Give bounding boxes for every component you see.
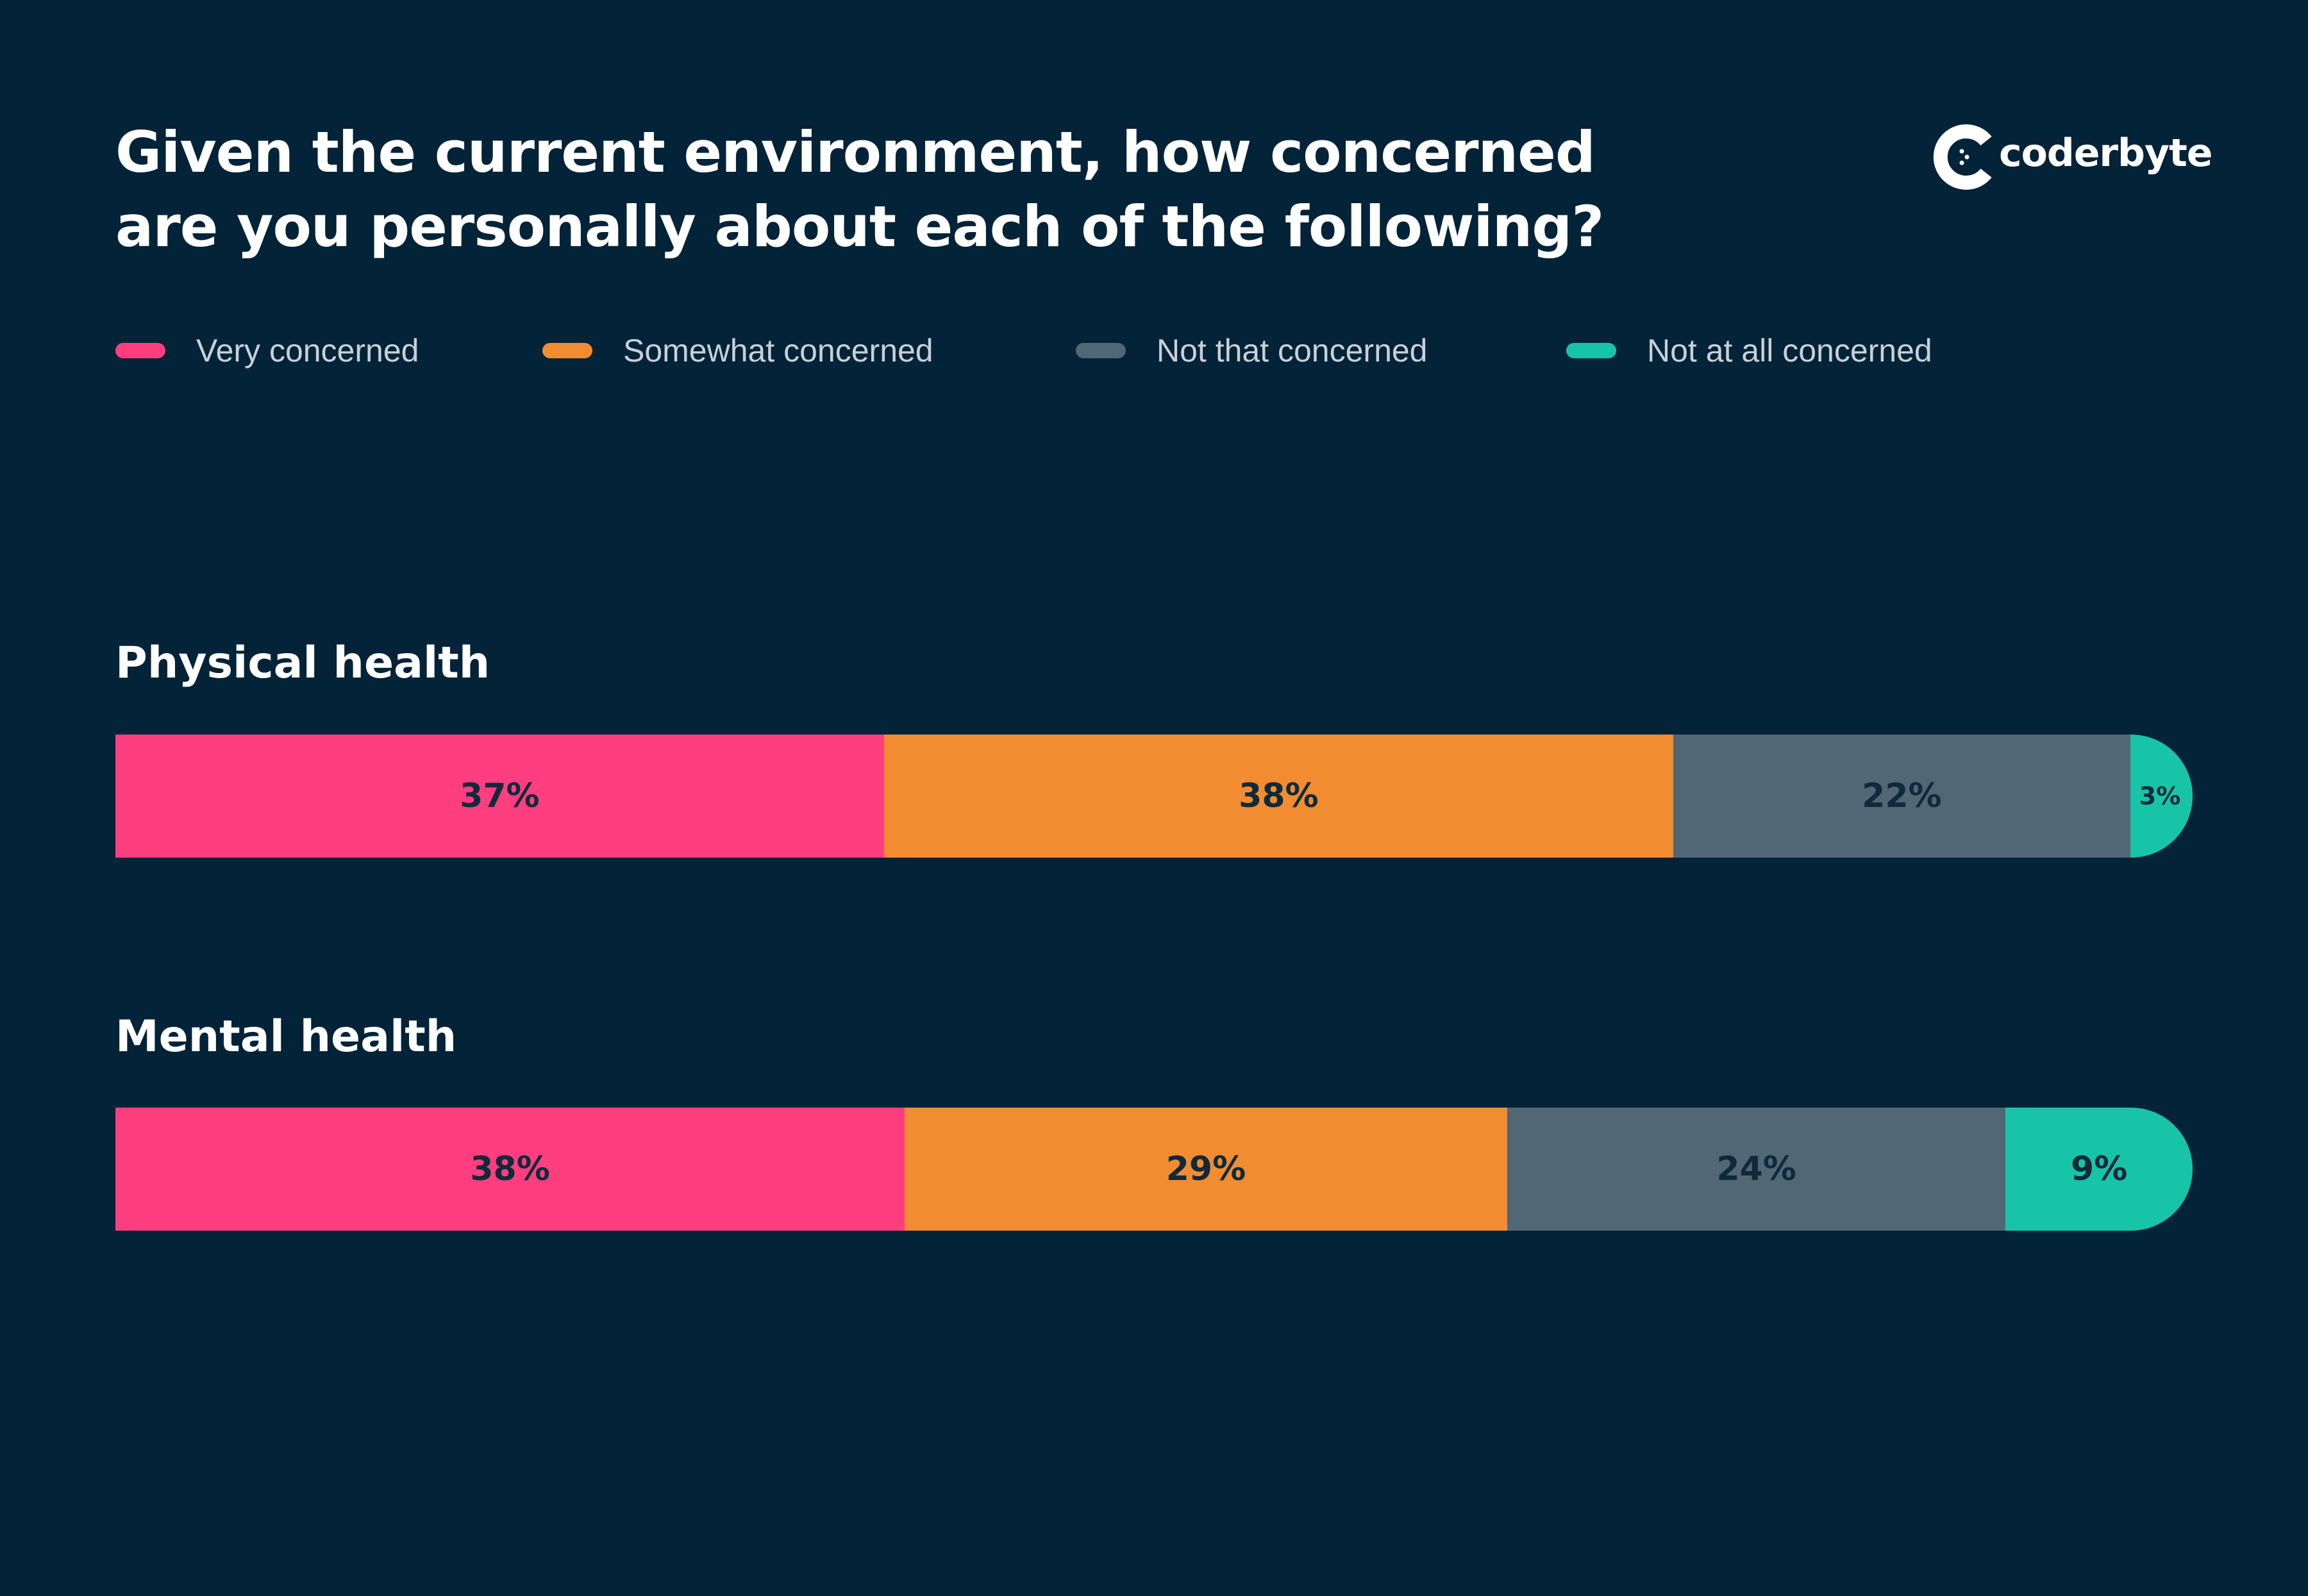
legend-item-not-at-all-concerned: Not at all concerned xyxy=(1566,330,1932,371)
chart-title-line-2: are you personally about each of the fol… xyxy=(115,194,1604,260)
bar-segment-physical-health-not-that-concerned: 22% xyxy=(1673,735,2130,858)
legend-item-very-concerned: Very concerned xyxy=(115,330,419,371)
legend-item-not-that-concerned: Not that concerned xyxy=(1076,330,1428,371)
coderbyte-logo: coderbyte xyxy=(1930,122,2212,192)
row-label-mental-health: Mental health xyxy=(115,1011,457,1062)
chart-legend: Very concerned Somewhat concerned Not that… xyxy=(115,330,2039,371)
legend-swatch-somewhat-concerned xyxy=(542,343,592,358)
legend-swatch-not-at-all-concerned xyxy=(1566,343,1616,358)
coderbyte-logo-icon xyxy=(1933,124,1992,190)
bar-segment-physical-health-very-concerned: 37% xyxy=(115,735,884,858)
legend-label-somewhat-concerned: Somewhat concerned xyxy=(623,333,933,369)
bar-segment-mental-health-very-concerned: 38% xyxy=(115,1108,905,1231)
chart-title-line-1: Given the current environment, how conce… xyxy=(115,119,1596,185)
bar-physical-health: 37% 38% 22% 3% xyxy=(115,735,2193,858)
legend-label-very-concerned: Very concerned xyxy=(196,333,419,369)
bar-segment-mental-health-somewhat-concerned: 29% xyxy=(905,1108,1507,1231)
bar-segment-mental-health-not-at-all-concerned: 9% xyxy=(2005,1108,2193,1231)
legend-item-somewhat-concerned: Somewhat concerned xyxy=(542,330,933,371)
legend-label-not-at-all-concerned: Not at all concerned xyxy=(1647,333,1932,369)
legend-swatch-not-that-concerned xyxy=(1076,343,1126,358)
bar-segment-physical-health-not-at-all-concerned: 3% xyxy=(2130,735,2193,858)
legend-swatch-very-concerned xyxy=(115,343,165,358)
row-label-physical-health: Physical health xyxy=(115,638,490,688)
legend-label-not-that-concerned: Not that concerned xyxy=(1157,333,1428,369)
brand-name: coderbyte xyxy=(1999,131,2212,176)
bar-segment-physical-health-somewhat-concerned: 38% xyxy=(883,735,1673,858)
chart-title: Given the current environment, how conce… xyxy=(115,115,1718,264)
bar-segment-mental-health-not-that-concerned: 24% xyxy=(1507,1108,2006,1231)
bar-mental-health: 38% 29% 24% 9% xyxy=(115,1108,2193,1231)
